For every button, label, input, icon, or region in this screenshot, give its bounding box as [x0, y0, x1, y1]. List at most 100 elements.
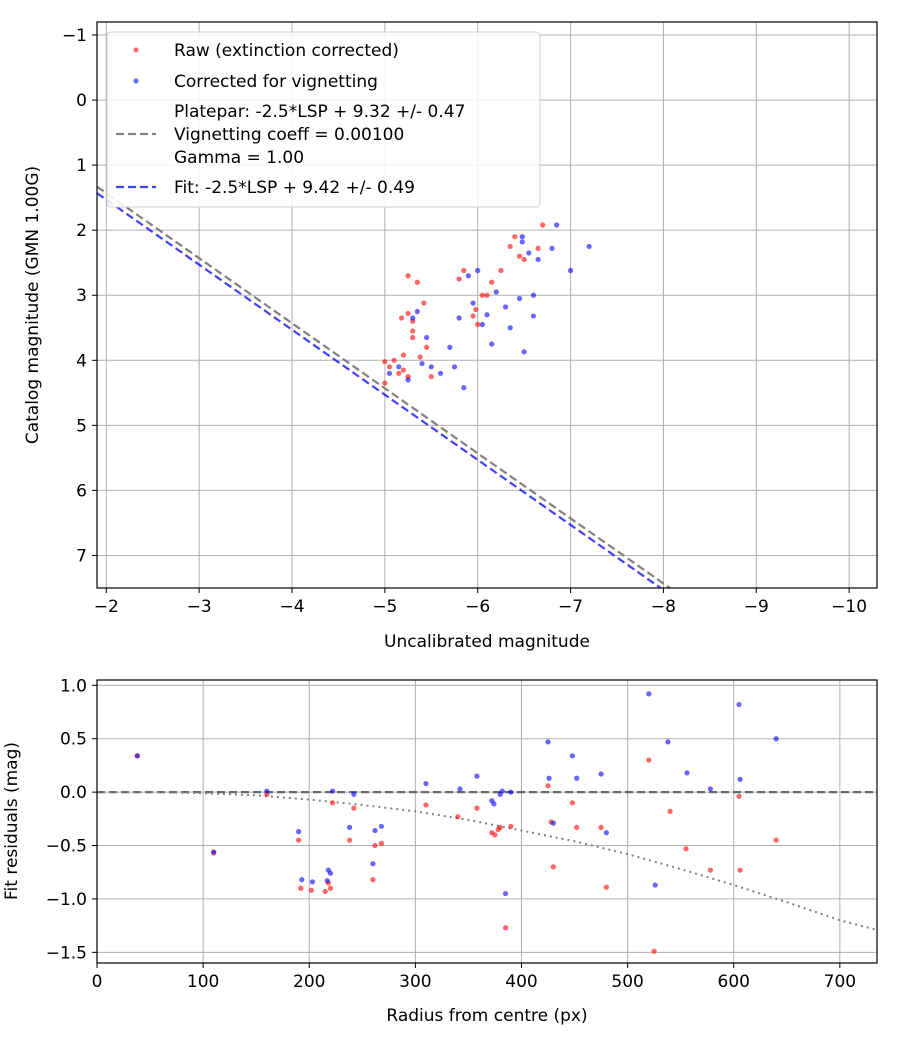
top-x-tick-label: −5: [372, 597, 397, 617]
platepar-fit-line: [97, 185, 672, 588]
legend-platepar-line: Platepar: -2.5*LSP + 9.32 +/- 0.47: [174, 102, 465, 122]
bottom-chart: 0 100 200 300 400 500 600 700 1.0 0.5 0.0 −0.5 −1.0…: [2, 676, 878, 1026]
top-x-tick-label: −9: [744, 597, 769, 617]
corrected-residual-point: [773, 736, 779, 742]
bottom-x-tick-label: 700: [824, 972, 856, 992]
corrected-point: [554, 222, 560, 228]
corrected-point: [530, 313, 537, 319]
top-chart-frame: [96, 21, 878, 589]
corrected-residual-point: [296, 829, 302, 835]
bottom-chart-x-ticks: 0 100 200 300 400 500 600 700: [92, 963, 856, 992]
raw-residual-point: [603, 884, 609, 890]
raw-points: [382, 222, 546, 386]
corrected-residual-point: [299, 877, 305, 883]
raw-point: [470, 313, 476, 319]
corrected-residual-point: [665, 739, 671, 745]
corrected-residual-point: [502, 890, 509, 897]
raw-point: [521, 256, 527, 263]
corrected-residual-point: [508, 789, 514, 795]
legend-raw-label: Raw (extinction corrected): [174, 41, 399, 61]
corrected-point: [447, 344, 453, 350]
raw-residual-point: [346, 837, 353, 843]
raw-point: [421, 300, 427, 306]
raw-point: [396, 370, 402, 376]
raw-residual-points: [134, 753, 779, 954]
raw-residual-point: [329, 800, 336, 806]
corrected-point: [567, 267, 574, 274]
top-y-tick-label: 6: [76, 481, 87, 501]
corrected-residual-point: [499, 788, 505, 794]
corrected-point: [437, 370, 444, 376]
raw-point: [512, 234, 518, 240]
raw-residual-point: [378, 840, 385, 846]
legend-platepar-label: Platepar: -2.5*LSP + 9.32 +/- 0.47 Vignet…: [174, 102, 465, 168]
raw-point: [428, 373, 434, 380]
top-x-tick-label: −3: [187, 597, 212, 617]
raw-residual-point: [308, 887, 314, 893]
corrected-residual-point: [372, 827, 378, 834]
bottom-y-tick-label: −1.5: [46, 943, 87, 963]
legend-platepar-line: Vignetting coeff = 0.00100: [174, 125, 404, 145]
raw-point: [489, 279, 495, 285]
top-y-tick-label: 1: [76, 156, 87, 176]
raw-residual-point: [651, 948, 657, 954]
raw-residual-point: [296, 837, 302, 843]
corrected-residual-point: [546, 775, 552, 781]
corrected-residual-point: [684, 770, 690, 776]
raw-point: [424, 344, 430, 350]
corrected-residual-point: [545, 739, 551, 745]
corrected-point: [484, 312, 490, 318]
bottom-chart-frame: [96, 679, 878, 964]
legend-platepar-line: Gamma = 1.00: [174, 148, 304, 168]
corrected-point: [586, 243, 592, 250]
corrected-point: [535, 256, 541, 263]
raw-point: [456, 276, 462, 282]
top-x-tick-label: −6: [465, 597, 490, 617]
bottom-x-tick-label: 300: [399, 972, 431, 992]
corrected-residual-point: [550, 820, 556, 826]
corrected-point: [521, 349, 527, 355]
bottom-y-tick-label: 0.0: [60, 783, 87, 803]
top-chart-x-ticks: −2 −3 −4 −5 −6 −7 −8 −9 −10: [94, 588, 867, 617]
raw-point: [461, 267, 467, 274]
raw-point: [535, 245, 541, 251]
corrected-point: [530, 292, 537, 298]
corrected-point: [451, 364, 458, 370]
top-y-tick-label: 5: [76, 416, 87, 436]
raw-residual-point: [737, 867, 743, 873]
top-x-tick-label: −8: [651, 597, 676, 617]
legend-box: [106, 31, 541, 208]
raw-residual-point: [508, 823, 514, 829]
raw-residual-point: [773, 837, 779, 843]
raw-point: [391, 357, 397, 363]
bottom-x-axis-label: Radius from centre (px): [386, 1006, 587, 1026]
raw-point: [405, 273, 411, 279]
corrected-residual-point: [736, 701, 742, 708]
raw-residual-point: [736, 793, 742, 800]
raw-point: [386, 364, 393, 370]
bottom-y-tick-label: 0.5: [60, 730, 87, 750]
corrected-residual-point: [569, 753, 576, 759]
top-y-tick-label: 2: [76, 221, 87, 241]
legend: Raw (extinction corrected) Corrected for…: [106, 31, 541, 208]
raw-point: [475, 321, 481, 328]
top-y-tick-label: −1: [62, 26, 87, 46]
raw-residual-point: [550, 864, 556, 870]
top-y-tick-label: 7: [76, 546, 87, 566]
corrected-residual-point: [646, 691, 652, 697]
corrected-point: [396, 364, 402, 370]
raw-point: [414, 279, 420, 285]
raw-residual-point: [683, 846, 689, 852]
raw-residual-point: [667, 808, 673, 814]
corrected-point: [428, 364, 434, 370]
raw-residual-point: [351, 805, 357, 811]
raw-residual-point: [492, 832, 498, 838]
raw-point: [507, 243, 513, 250]
raw-point: [382, 380, 388, 386]
raw-point: [405, 310, 411, 317]
bottom-x-tick-label: 0: [92, 972, 103, 992]
corrected-point: [405, 377, 411, 383]
top-x-tick-label: −10: [831, 597, 867, 617]
